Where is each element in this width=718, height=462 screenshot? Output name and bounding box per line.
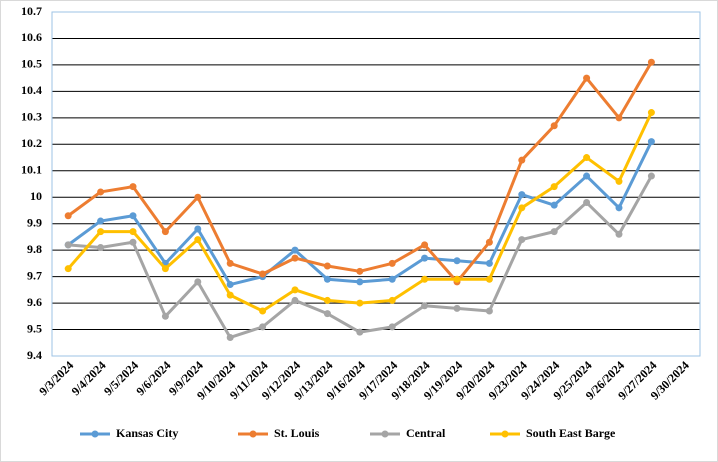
point [129,238,137,246]
point [64,212,72,220]
point [259,270,267,278]
point [259,307,267,315]
plot-border [51,11,701,357]
point [550,201,558,209]
point [485,238,493,246]
point [421,275,429,283]
legend-marker [501,430,509,438]
point [485,275,493,283]
point [583,74,591,82]
y-tick-label: 10.7 [21,4,42,18]
point [97,244,105,252]
point [291,296,299,304]
point [421,254,429,262]
y-tick-label: 9.7 [27,268,42,282]
point [64,241,72,249]
point [291,246,299,254]
point [518,236,526,244]
legend-label: South East Barge [526,426,616,440]
point [518,191,526,199]
point [291,254,299,262]
legend-label: St. Louis [274,426,320,440]
point [550,183,558,191]
point [388,323,396,331]
point [194,236,202,244]
point [421,241,429,249]
point [485,259,493,267]
point [356,299,364,307]
point [356,278,364,286]
point [226,333,234,341]
point [388,296,396,304]
point [615,204,623,212]
y-tick-label: 10.2 [21,136,42,150]
point [226,281,234,289]
point [194,225,202,233]
point [615,114,623,122]
point [226,259,234,267]
y-tick-label: 10.6 [21,30,42,44]
point [518,156,526,164]
point [194,278,202,286]
point [97,228,105,236]
point [323,275,331,283]
point [550,122,558,130]
legend-marker [381,430,389,438]
legend-marker [249,430,257,438]
point [647,109,655,117]
point [97,188,105,196]
point [323,262,331,270]
point [291,286,299,294]
y-tick-label: 9.5 [27,321,42,335]
point [550,228,558,236]
point [356,328,364,336]
legend-label: Central [406,426,446,440]
point [161,265,169,273]
point [647,172,655,180]
point [194,193,202,201]
legend-label: Kansas City [116,426,178,440]
point [453,304,461,312]
point [64,265,72,273]
point [226,291,234,299]
legend-marker [91,430,99,438]
y-tick-label: 9.9 [27,215,42,229]
point [485,307,493,315]
y-tick-label: 10.1 [21,163,42,177]
point [615,177,623,185]
point [129,212,137,220]
point [583,154,591,162]
y-tick-label: 10.3 [21,110,42,124]
point [129,183,137,191]
point [323,296,331,304]
point [161,312,169,320]
point [453,275,461,283]
point [421,302,429,310]
y-tick-label: 10 [30,189,42,203]
y-tick-label: 9.4 [27,348,42,362]
point [518,204,526,212]
point [453,257,461,265]
point [129,228,137,236]
point [583,172,591,180]
point [583,199,591,207]
y-tick-label: 10.4 [21,83,42,97]
point [388,259,396,267]
point [647,58,655,66]
point [323,310,331,318]
point [259,323,267,331]
point [647,138,655,146]
point [615,230,623,238]
y-tick-label: 9.6 [27,295,42,309]
point [161,228,169,236]
y-tick-label: 9.8 [27,242,42,256]
point [97,217,105,225]
point [356,267,364,275]
y-tick-label: 10.5 [21,57,42,71]
point [388,275,396,283]
